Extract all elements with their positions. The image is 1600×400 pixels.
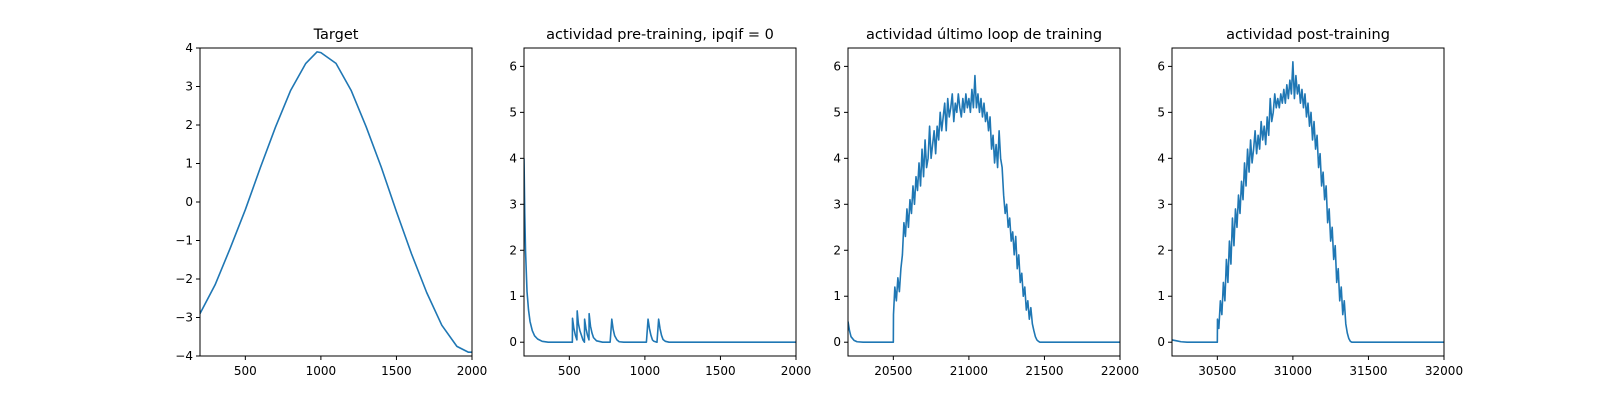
y-tick-label: 0 <box>509 335 517 349</box>
y-tick-label: −3 <box>175 311 193 325</box>
chart-title: Target <box>313 27 359 43</box>
y-tick-label: 6 <box>833 59 841 73</box>
x-tick-label: 20500 <box>874 364 912 378</box>
x-tick-label: 22000 <box>1101 364 1139 378</box>
panel-target: Target 500 1000 1500 2000 −4 −3 −2 −1 0 1 2 3 4 <box>175 27 487 378</box>
y-tick-label: 5 <box>833 105 841 119</box>
y-tick-label: 1 <box>185 157 193 171</box>
y-tick-label: 4 <box>833 151 841 165</box>
x-tick-label: 1000 <box>306 364 337 378</box>
axes-frame <box>1171 47 1445 357</box>
y-tick-label: 3 <box>185 80 193 94</box>
y-tick-label: 0 <box>1157 335 1165 349</box>
y-tick-label: 3 <box>833 197 841 211</box>
chart-title: actividad último loop de training <box>866 27 1102 43</box>
series-line <box>848 74 1120 344</box>
y-tick-label: 2 <box>833 243 841 257</box>
y-tick-label: 0 <box>185 195 193 209</box>
series-line <box>1172 60 1444 344</box>
panel-post-training: actividad post-training 30500 31000 31500 3… <box>1157 27 1463 378</box>
series-line <box>200 51 472 353</box>
y-tick-label: −4 <box>175 349 193 363</box>
y-tick-label: 2 <box>185 118 193 132</box>
series-line <box>524 158 796 344</box>
x-tick-label: 30500 <box>1198 364 1236 378</box>
panel-pre-training: actividad pre-training, ipqif = 0 500 100… <box>509 27 811 378</box>
y-tick-label: 5 <box>509 105 517 119</box>
y-tick-label: 1 <box>509 289 517 303</box>
y-tick-label: 4 <box>185 41 193 55</box>
y-tick-label: 3 <box>1157 197 1165 211</box>
y-tick-label: 4 <box>509 151 517 165</box>
x-tick-label: 32000 <box>1425 364 1463 378</box>
x-tick-label: 500 <box>558 364 581 378</box>
y-tick-label: 1 <box>833 289 841 303</box>
chart-title: actividad post-training <box>1226 27 1390 43</box>
x-tick-label: 1500 <box>381 364 412 378</box>
chart-title: actividad pre-training, ipqif = 0 <box>546 27 774 43</box>
axes-frame <box>523 47 797 357</box>
panel-last-training-loop: actividad último loop de training 20500 2… <box>833 27 1139 378</box>
y-tick-label: 1 <box>1157 289 1165 303</box>
y-tick-label: 3 <box>509 197 517 211</box>
y-tick-label: 5 <box>1157 105 1165 119</box>
x-tick-label: 500 <box>234 364 257 378</box>
y-tick-label: 6 <box>1157 59 1165 73</box>
x-tick-label: 1500 <box>705 364 736 378</box>
x-tick-label: 21000 <box>950 364 988 378</box>
x-tick-label: 1000 <box>630 364 661 378</box>
x-tick-label: 2000 <box>781 364 812 378</box>
y-tick-label: 2 <box>1157 243 1165 257</box>
y-tick-label: 2 <box>509 243 517 257</box>
axes-frame <box>847 47 1121 357</box>
x-tick-label: 31000 <box>1274 364 1312 378</box>
y-tick-label: 0 <box>833 335 841 349</box>
y-tick-label: 6 <box>509 59 517 73</box>
y-tick-label: 4 <box>1157 151 1165 165</box>
x-tick-label: 31500 <box>1349 364 1387 378</box>
x-tick-label: 21500 <box>1025 364 1063 378</box>
y-tick-label: −2 <box>175 272 193 286</box>
x-tick-label: 2000 <box>457 364 488 378</box>
y-tick-label: −1 <box>175 234 193 248</box>
